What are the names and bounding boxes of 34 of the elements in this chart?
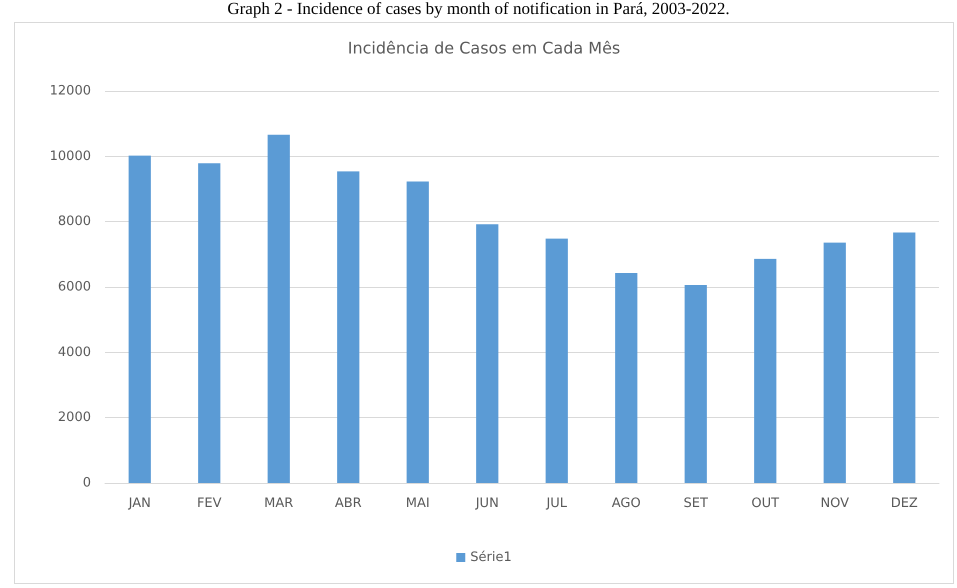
bar xyxy=(476,224,498,483)
x-tick-label: MAI xyxy=(406,496,430,511)
x-tick-label: DEZ xyxy=(890,496,918,511)
bar xyxy=(268,134,290,483)
x-tick-label: SET xyxy=(684,496,708,511)
x-tick-label: AGO xyxy=(612,496,641,511)
y-tick-label: 2000 xyxy=(58,410,91,426)
legend-label: Série1 xyxy=(470,550,512,565)
bar xyxy=(546,238,568,483)
x-tick-label: FEV xyxy=(196,496,222,511)
y-tick-label: 4000 xyxy=(58,344,91,360)
bar xyxy=(684,285,707,483)
bar xyxy=(893,232,916,483)
bar xyxy=(824,242,846,483)
x-tick-label: MAR xyxy=(264,496,294,511)
chart-title: Incidência de Casos em Cada Mês xyxy=(348,38,620,58)
bar xyxy=(128,156,151,483)
y-tick-label: 8000 xyxy=(58,214,91,230)
y-tick-label: 6000 xyxy=(58,280,91,294)
x-tick-label: OUT xyxy=(751,496,780,511)
bar xyxy=(406,181,429,483)
x-tick-label: ABR xyxy=(334,496,362,511)
x-tick-label: JAN xyxy=(128,496,151,511)
x-tick-label: NOV xyxy=(820,496,850,511)
caption: Graph 2 - Incidence of cases by month of notification in Pará, 2003-2022. xyxy=(226,0,731,20)
y-tick-label: 0 xyxy=(82,476,91,490)
bar xyxy=(615,272,638,483)
y-tick-label: 12000 xyxy=(50,84,91,98)
x-tick-label: JUL xyxy=(545,496,568,511)
bar xyxy=(337,171,360,483)
bar xyxy=(198,163,220,483)
x-tick-label: JUN xyxy=(474,496,499,511)
bar xyxy=(754,258,776,483)
y-tick-label: 10000 xyxy=(50,148,91,164)
